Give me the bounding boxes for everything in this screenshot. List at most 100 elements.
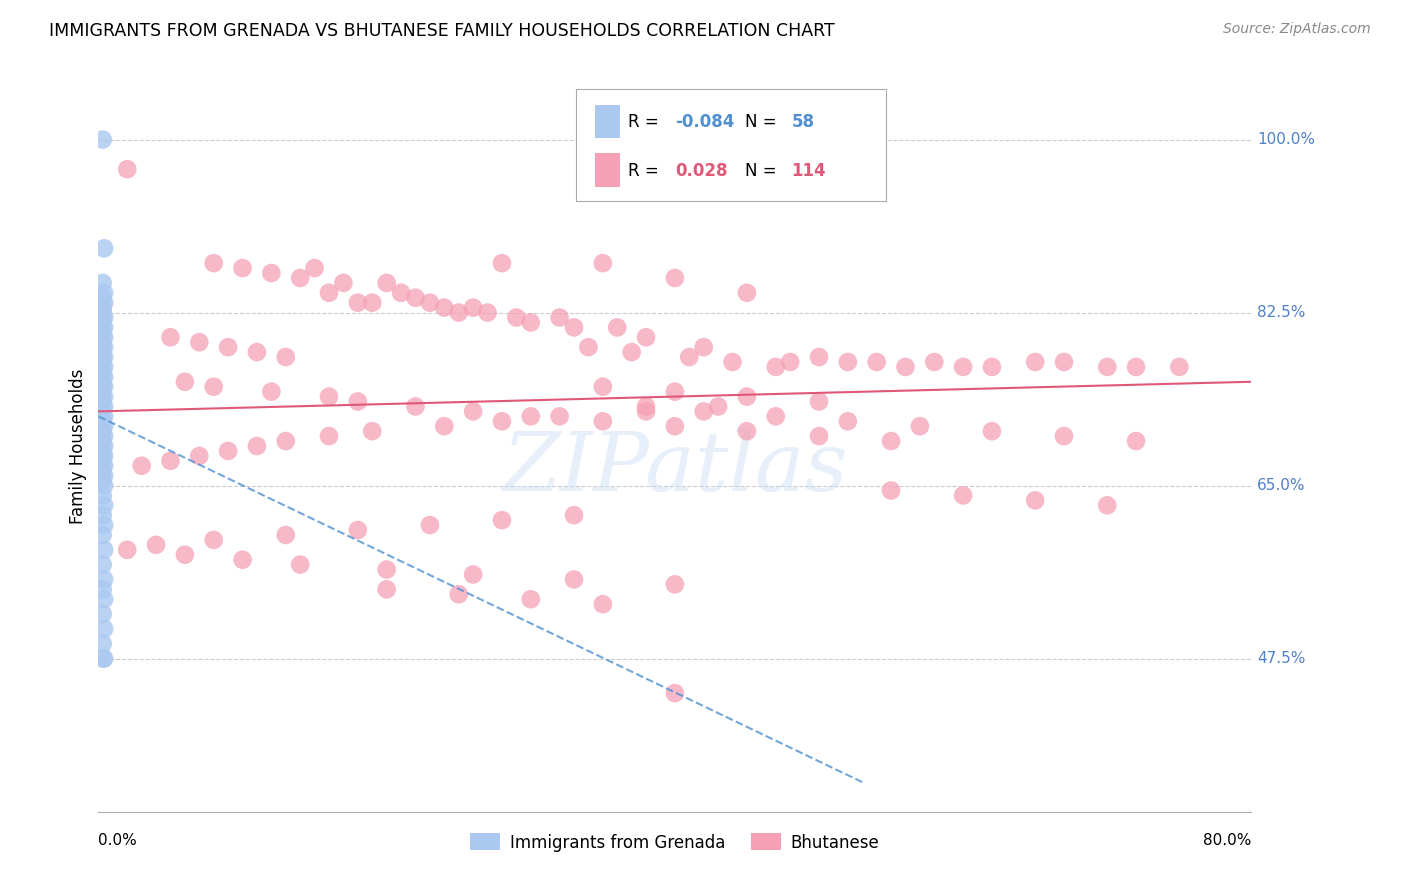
Point: [779, 355, 801, 369]
Point: [93, 369, 115, 384]
Point: [520, 315, 543, 329]
Point: [91, 434, 114, 448]
Point: [419, 295, 441, 310]
Point: [332, 276, 354, 290]
Point: [808, 394, 831, 409]
Point: [461, 301, 484, 315]
Point: [91, 637, 114, 651]
Point: [91, 528, 114, 542]
Point: [405, 291, 427, 305]
Point: [93, 622, 115, 636]
Point: [592, 597, 614, 611]
Point: [664, 384, 686, 399]
Point: [636, 400, 658, 414]
Point: [91, 384, 114, 399]
Point: [1053, 355, 1076, 369]
Point: [1125, 434, 1147, 448]
Point: [405, 400, 427, 414]
Point: [461, 404, 484, 418]
Point: [1097, 359, 1119, 374]
Point: [91, 558, 114, 572]
Point: [491, 414, 513, 428]
Point: [1024, 493, 1046, 508]
Point: [693, 340, 716, 354]
Point: [1097, 498, 1119, 512]
Text: 80.0%: 80.0%: [1204, 833, 1251, 848]
Text: N =: N =: [745, 161, 782, 179]
Point: [389, 285, 412, 300]
Point: [981, 359, 1004, 374]
Point: [131, 458, 153, 473]
Point: [290, 558, 312, 572]
Text: 82.5%: 82.5%: [1257, 305, 1306, 320]
Point: [91, 132, 114, 146]
Point: [93, 310, 115, 325]
Point: [91, 651, 114, 665]
Point: [274, 434, 297, 448]
Text: ZIPatlas: ZIPatlas: [502, 428, 848, 508]
Point: [202, 380, 225, 394]
Point: [1053, 429, 1076, 443]
Point: [260, 266, 283, 280]
Point: [91, 305, 114, 319]
Point: [318, 429, 340, 443]
Point: [93, 390, 115, 404]
Point: [91, 355, 114, 369]
Point: [346, 523, 368, 537]
Point: [93, 285, 115, 300]
Point: [318, 390, 340, 404]
Point: [592, 256, 614, 270]
Point: [1024, 355, 1046, 369]
Point: [93, 542, 115, 557]
Point: [174, 548, 197, 562]
Point: [361, 424, 384, 438]
Text: 0.028: 0.028: [675, 161, 727, 179]
Point: [91, 326, 114, 340]
Point: [93, 241, 115, 255]
Point: [217, 444, 239, 458]
Point: [447, 305, 470, 319]
Point: [765, 359, 787, 374]
Point: [837, 414, 859, 428]
Text: IMMIGRANTS FROM GRENADA VS BHUTANESE FAMILY HOUSEHOLDS CORRELATION CHART: IMMIGRANTS FROM GRENADA VS BHUTANESE FAM…: [49, 22, 835, 40]
Point: [274, 350, 297, 364]
Point: [664, 686, 686, 700]
Point: [375, 582, 398, 597]
Point: [159, 330, 181, 344]
Point: [202, 256, 225, 270]
Point: [477, 305, 499, 319]
Point: [520, 409, 543, 424]
Point: [93, 400, 115, 414]
Point: [246, 345, 269, 359]
Point: [93, 651, 115, 665]
Point: [93, 498, 115, 512]
Point: [894, 359, 917, 374]
Point: [246, 439, 269, 453]
Point: [592, 380, 614, 394]
Point: [664, 419, 686, 434]
Point: [93, 409, 115, 424]
Point: [159, 454, 181, 468]
Point: [91, 394, 114, 409]
Point: [91, 301, 114, 315]
Point: [91, 414, 114, 428]
Text: 114: 114: [792, 161, 827, 179]
Point: [620, 345, 643, 359]
Point: [91, 365, 114, 379]
Point: [924, 355, 946, 369]
Point: [145, 538, 167, 552]
Point: [93, 295, 115, 310]
Point: [93, 359, 115, 374]
Point: [491, 513, 513, 527]
Point: [636, 330, 658, 344]
Point: [361, 295, 384, 310]
Point: [91, 464, 114, 478]
Point: [433, 301, 456, 315]
Point: [707, 400, 730, 414]
Point: [419, 518, 441, 533]
Point: [93, 429, 115, 443]
Text: 0.0%: 0.0%: [98, 833, 138, 848]
Legend: Immigrants from Grenada, Bhutanese: Immigrants from Grenada, Bhutanese: [464, 827, 886, 858]
Point: [952, 488, 974, 502]
Point: [93, 439, 115, 453]
